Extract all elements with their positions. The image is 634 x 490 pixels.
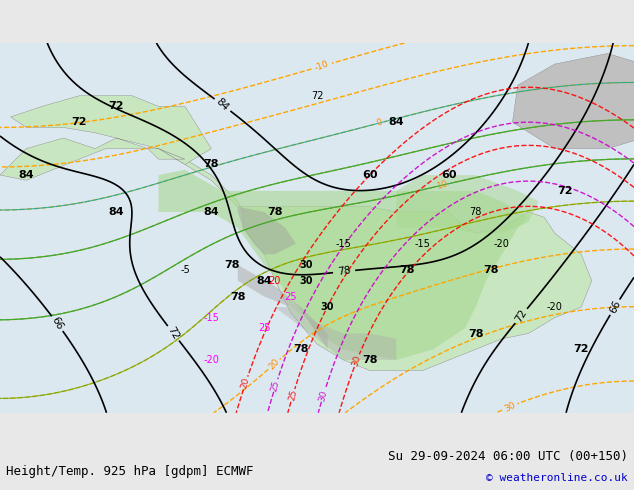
Text: 78: 78 <box>267 207 283 217</box>
Text: 66: 66 <box>607 299 622 315</box>
Text: 25: 25 <box>287 389 299 402</box>
Text: 20: 20 <box>269 276 281 286</box>
Text: 25: 25 <box>258 323 271 333</box>
Text: 10: 10 <box>436 179 450 191</box>
Polygon shape <box>158 148 592 370</box>
Text: -15: -15 <box>415 239 430 249</box>
Text: -15: -15 <box>335 239 351 249</box>
Text: 72: 72 <box>573 344 589 354</box>
Text: 72: 72 <box>557 186 573 196</box>
Polygon shape <box>158 170 528 360</box>
Text: 25: 25 <box>270 379 281 392</box>
Polygon shape <box>396 175 539 233</box>
Text: 30: 30 <box>318 389 329 402</box>
Text: 84: 84 <box>214 97 231 113</box>
Text: 72: 72 <box>311 91 323 101</box>
Text: 84: 84 <box>389 117 404 127</box>
Text: 84: 84 <box>204 207 219 217</box>
Text: -20: -20 <box>494 239 510 249</box>
Polygon shape <box>0 96 211 180</box>
Text: -5: -5 <box>180 265 190 275</box>
Text: 30: 30 <box>503 400 517 414</box>
Text: 66: 66 <box>49 316 65 332</box>
Text: -20: -20 <box>204 355 219 365</box>
Text: 84: 84 <box>108 207 124 217</box>
Text: 78: 78 <box>294 344 309 354</box>
Text: © weatheronline.co.uk: © weatheronline.co.uk <box>486 473 628 483</box>
Text: 72: 72 <box>165 325 181 342</box>
Polygon shape <box>238 265 328 349</box>
Text: 78: 78 <box>399 265 415 275</box>
Polygon shape <box>512 53 634 148</box>
Text: 30: 30 <box>321 302 334 312</box>
Text: 78: 78 <box>204 159 219 170</box>
Text: 30: 30 <box>351 354 363 368</box>
Text: 78: 78 <box>468 328 483 339</box>
Text: -15: -15 <box>204 313 219 323</box>
Text: 84: 84 <box>18 170 34 180</box>
Text: 78: 78 <box>362 355 378 365</box>
Text: 78: 78 <box>337 266 351 277</box>
Text: 0: 0 <box>375 118 384 128</box>
Text: -20: -20 <box>547 302 563 312</box>
Text: 25: 25 <box>284 292 297 301</box>
Text: 72: 72 <box>514 308 529 324</box>
Text: 30: 30 <box>300 260 313 270</box>
Text: 72: 72 <box>108 101 124 111</box>
Text: 60: 60 <box>362 170 378 180</box>
Text: Height/Temp. 925 hPa [gdpm] ECMWF: Height/Temp. 925 hPa [gdpm] ECMWF <box>6 465 254 478</box>
Text: 30: 30 <box>300 276 313 286</box>
Text: 60: 60 <box>441 170 457 180</box>
Text: 78: 78 <box>484 265 499 275</box>
Text: 78: 78 <box>469 207 482 217</box>
Text: 84: 84 <box>256 276 272 286</box>
Text: 20: 20 <box>240 376 251 390</box>
Text: 20: 20 <box>267 357 281 371</box>
Text: 78: 78 <box>230 292 245 301</box>
Text: -10: -10 <box>313 59 330 73</box>
Text: Su 29-09-2024 06:00 UTC (00+150): Su 29-09-2024 06:00 UTC (00+150) <box>387 450 628 463</box>
Text: 72: 72 <box>72 117 87 127</box>
Text: 78: 78 <box>224 260 240 270</box>
Polygon shape <box>275 307 396 360</box>
Polygon shape <box>238 207 296 254</box>
